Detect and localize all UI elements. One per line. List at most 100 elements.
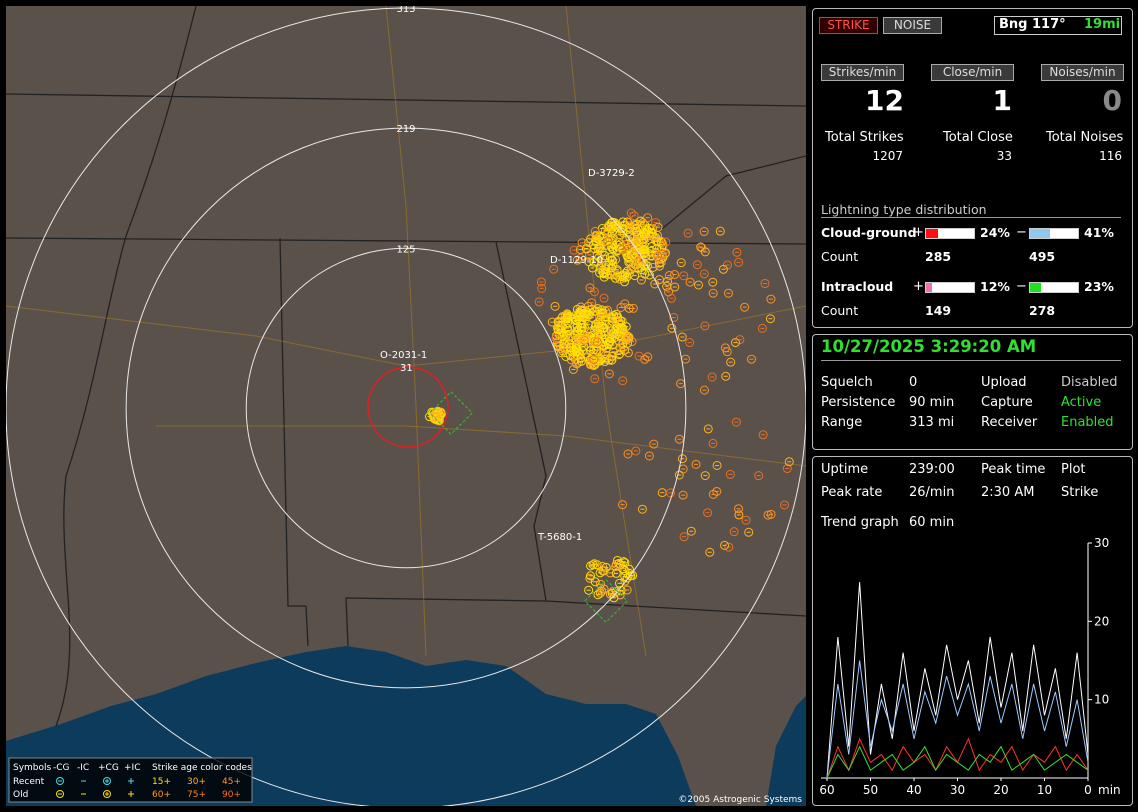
strike-symbol [590, 226, 600, 236]
strike-symbol [664, 270, 674, 280]
strike-symbol [651, 251, 661, 261]
strike-symbol [686, 526, 696, 536]
strike-symbol [667, 323, 677, 333]
strike-symbol [433, 408, 443, 418]
strike-symbol [691, 459, 701, 469]
storm-label: D-1129-10 [550, 255, 603, 266]
setting-value: 90 min [909, 395, 955, 410]
count-value: 149 [925, 303, 952, 318]
strike-symbol [583, 338, 593, 348]
strike-symbol [663, 276, 673, 286]
strike-symbol [765, 314, 775, 324]
strike-symbol [724, 542, 734, 552]
strike-symbol [625, 232, 635, 242]
close-zone [367, 366, 449, 448]
strike-symbol [622, 585, 632, 595]
strike-symbol [603, 340, 613, 350]
storm-labels: D-3729-2 D-1129-10 O-2031-1 31 T-5680-1 [380, 168, 635, 543]
strike-symbol [623, 449, 633, 459]
strike-symbol [642, 261, 652, 271]
mode-button[interactable]: STRIKE [819, 17, 878, 34]
range-label: 125 [396, 244, 415, 255]
legend-row: Old [13, 790, 28, 800]
strike-symbol [608, 261, 618, 271]
strike-symbol [637, 504, 647, 514]
roads [6, 6, 806, 657]
strike-symbol [734, 257, 744, 267]
strike-symbol [550, 301, 560, 311]
range-label: 313 [396, 6, 415, 15]
range-rings: 125 219 313 [6, 6, 806, 806]
trend-line [826, 745, 1089, 779]
strike-symbol [599, 341, 609, 351]
strike-symbol [784, 457, 794, 467]
strike-symbol [589, 559, 599, 569]
strike-panel [812, 8, 1133, 328]
strike-symbol [766, 294, 776, 304]
strike-symbol [631, 446, 641, 456]
strike-symbol [590, 577, 600, 587]
strike-symbol [607, 227, 617, 237]
legend-age: 15+ [152, 777, 171, 787]
strike-symbol [575, 319, 585, 329]
bar-track [925, 228, 975, 239]
stat-label: Peak time [981, 462, 1046, 477]
rate-button[interactable]: Strikes/min [821, 64, 904, 81]
y-tick-label: 30 [1094, 536, 1109, 550]
strike-symbol [700, 321, 710, 331]
trend-line [826, 582, 1089, 779]
count-value: 495 [1029, 249, 1056, 264]
rate-button[interactable]: Noises/min [1041, 64, 1124, 81]
x-tick-label: 50 [863, 783, 878, 797]
strike-symbol [715, 226, 725, 236]
strike-symbol [649, 249, 659, 259]
strike-symbol [639, 234, 649, 244]
pct-label: 41% [1084, 225, 1114, 240]
legend-age: 45+ [222, 777, 241, 787]
strike-symbol [622, 335, 632, 345]
bar-track [1029, 282, 1079, 293]
stat-value[interactable]: Strike [1061, 485, 1099, 500]
strike-symbol [569, 245, 579, 255]
strike-symbol [649, 439, 659, 449]
storm-label: O-2031-1 [380, 350, 427, 361]
strike-symbol [725, 469, 735, 479]
sign: + [913, 279, 924, 294]
setting-label: Receiver [981, 415, 1038, 430]
strike-symbol [639, 254, 649, 264]
strike-symbol [598, 561, 608, 571]
x-tick-label: 60 [819, 783, 834, 797]
strike-symbol [644, 451, 654, 461]
strike-symbol [620, 558, 630, 568]
strike-symbol [726, 357, 736, 367]
strike-symbol [670, 270, 680, 280]
strike-symbol [708, 438, 718, 448]
total-label: Total Close [943, 130, 1013, 145]
strike-symbol [694, 280, 704, 290]
strike-symbol [560, 311, 570, 321]
stat-value[interactable]: 60 min [909, 515, 955, 530]
strike-symbol [589, 361, 599, 371]
y-tick-label: 10 [1094, 693, 1109, 707]
strike-symbol [734, 504, 744, 514]
rate-button[interactable]: Close/min [931, 64, 1014, 81]
type-name: Intracloud [821, 279, 894, 294]
strike-symbol [596, 263, 606, 273]
strike-symbol [721, 371, 731, 381]
strike-symbol [696, 242, 706, 252]
x-tick-label: 10 [1037, 783, 1052, 797]
strike-symbol [534, 297, 544, 307]
x-tick-label: 40 [906, 783, 921, 797]
strike-symbol [593, 304, 603, 314]
status-panel [812, 334, 1133, 450]
stat-value: 239:00 [909, 462, 955, 477]
bar [1030, 283, 1042, 292]
strike-symbol [625, 217, 635, 227]
strike-symbol [626, 208, 636, 218]
strike-symbol [627, 337, 637, 347]
strike-symbol [666, 293, 676, 303]
rate-value: 12 [865, 84, 904, 117]
mode-button[interactable]: NOISE [883, 17, 942, 34]
strike-symbol [614, 350, 624, 360]
strike-symbol [632, 226, 642, 236]
